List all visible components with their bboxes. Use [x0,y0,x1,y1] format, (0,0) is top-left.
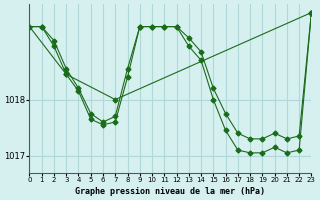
X-axis label: Graphe pression niveau de la mer (hPa): Graphe pression niveau de la mer (hPa) [76,187,265,196]
